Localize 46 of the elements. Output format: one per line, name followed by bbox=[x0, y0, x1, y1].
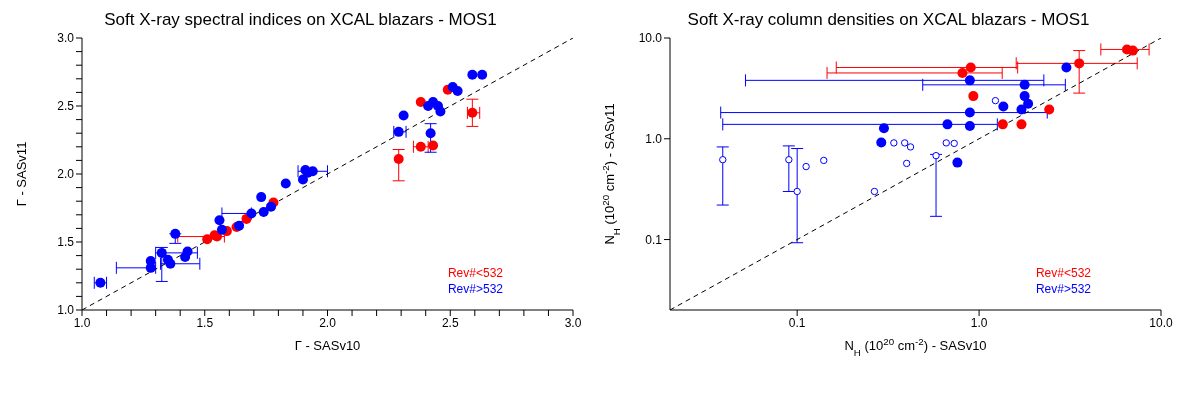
point bbox=[165, 258, 176, 269]
text: Rev#>532 bbox=[1035, 281, 1091, 297]
point bbox=[256, 192, 267, 203]
x-tick-label: 2.0 bbox=[319, 315, 337, 330]
y-tick-label: 0.1 bbox=[645, 232, 663, 247]
point bbox=[428, 140, 439, 151]
text: Rev#<532 bbox=[447, 265, 503, 281]
y-tick-label: 1.5 bbox=[57, 235, 75, 250]
point bbox=[467, 69, 478, 80]
point bbox=[214, 215, 225, 226]
x-tick-label: 2.5 bbox=[441, 315, 459, 330]
y-tick-label: 2.5 bbox=[57, 99, 75, 114]
point bbox=[297, 174, 308, 185]
chart-title: Soft X-ray spectral indices on XCAL blazars - MOS1 bbox=[103, 9, 498, 31]
x-axis-title: Γ - SASv10 bbox=[294, 338, 361, 353]
point bbox=[182, 246, 193, 257]
point bbox=[202, 234, 213, 245]
y-tick-label: 10.0 bbox=[638, 31, 663, 46]
point bbox=[425, 128, 436, 139]
point bbox=[452, 86, 463, 97]
y-tick-label: 1.0 bbox=[57, 303, 75, 318]
text: Rev#>532 bbox=[447, 281, 503, 297]
point bbox=[393, 154, 404, 165]
point bbox=[280, 178, 291, 189]
x-tick-label: 3.0 bbox=[564, 315, 582, 330]
point bbox=[415, 96, 426, 107]
point bbox=[266, 201, 277, 212]
x-tick-label: 1.0 bbox=[970, 315, 988, 330]
point bbox=[170, 228, 181, 239]
y-tick-label: 2.0 bbox=[57, 167, 75, 182]
x-tick-label: 10.0 bbox=[1149, 315, 1173, 330]
y-tick-label: 3.0 bbox=[57, 31, 75, 46]
text: Rev#<532 bbox=[1035, 265, 1091, 281]
point bbox=[477, 69, 488, 80]
y-tick-label: 1.0 bbox=[645, 132, 663, 147]
point bbox=[258, 207, 269, 218]
point bbox=[216, 224, 227, 235]
x-axis-title: N$_{H}$ (10$^{20}$ cm$^{-2}$) - SASv10 bbox=[844, 335, 987, 358]
x-tick-label: 0.1 bbox=[788, 315, 806, 330]
y-axis-title: Γ - SASv11 bbox=[14, 141, 29, 207]
chart-title: Soft X-ray column densities on XCAL blazars - MOS1 bbox=[686, 9, 1091, 31]
point bbox=[435, 106, 446, 117]
x-tick-label: 1.5 bbox=[196, 315, 214, 330]
point bbox=[246, 208, 257, 219]
point bbox=[398, 110, 409, 121]
x-tick-label: 1.0 bbox=[73, 315, 91, 330]
